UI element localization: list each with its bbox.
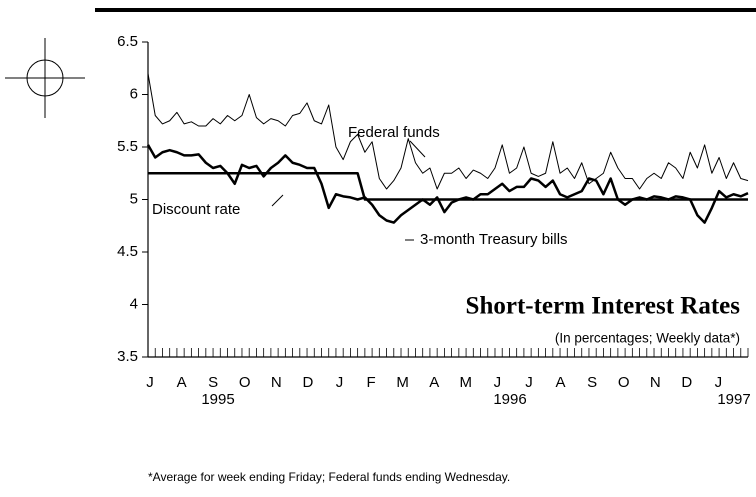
year-label: 1997	[717, 391, 750, 408]
x-tick-label: S	[587, 374, 597, 391]
chart-subtitle: (In percentages; Weekly data*)	[555, 331, 740, 346]
series-label: Federal funds	[348, 124, 440, 141]
x-tick-label: J	[715, 374, 723, 391]
footnote: *Average for week ending Friday; Federal…	[148, 470, 510, 484]
x-tick-label: A	[556, 374, 566, 391]
x-tick-label: N	[271, 374, 282, 391]
chart-title: Short-term Interest Rates	[466, 293, 741, 320]
x-tick-label: J	[525, 374, 533, 391]
series-line	[147, 73, 749, 190]
x-tick-label: N	[650, 374, 661, 391]
x-tick-label: F	[366, 374, 375, 391]
y-tick-label: 6.5	[117, 33, 138, 50]
x-tick-label: J	[146, 374, 154, 391]
series-label: 3-month Treasury bills	[420, 231, 568, 248]
x-tick-label: O	[618, 374, 630, 391]
x-tick-label: S	[208, 374, 218, 391]
leader-line	[409, 140, 426, 158]
x-tick-label: J	[336, 374, 344, 391]
x-tick-label: M	[460, 374, 473, 391]
y-tick-label: 5	[130, 190, 138, 207]
y-tick-label: 5.5	[117, 138, 138, 155]
series-line	[148, 172, 748, 201]
registration-mark	[5, 38, 85, 118]
series-label: Discount rate	[152, 201, 240, 218]
y-tick-label: 3.5	[117, 348, 138, 365]
year-label: 1995	[201, 391, 234, 408]
x-tick-label: O	[239, 374, 251, 391]
x-tick-label: A	[429, 374, 439, 391]
y-tick-label: 4.5	[117, 243, 138, 260]
leader-line	[271, 194, 284, 207]
x-tick-label: A	[177, 374, 187, 391]
x-tick-label: J	[494, 374, 502, 391]
y-tick-label: 4	[130, 295, 138, 312]
x-tick-label: M	[396, 374, 409, 391]
x-tick-label: D	[681, 374, 692, 391]
x-tick-label: D	[302, 374, 313, 391]
year-label: 1996	[493, 391, 526, 408]
y-tick-label: 6	[130, 85, 138, 102]
